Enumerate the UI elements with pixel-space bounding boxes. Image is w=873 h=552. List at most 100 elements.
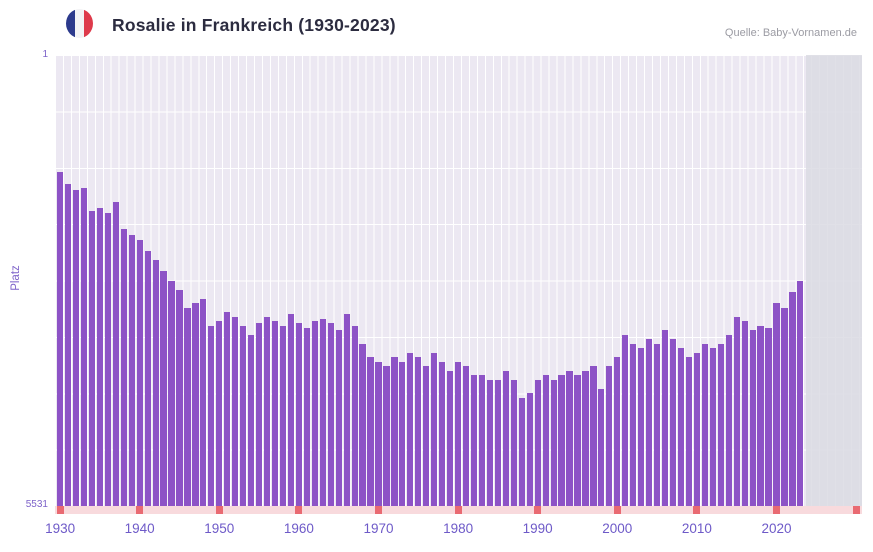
page-title: Rosalie in Frankreich (1930-2023) (112, 15, 396, 35)
bar-1949[interactable] (208, 325, 215, 506)
bar-1947[interactable] (192, 303, 199, 506)
bar-1967[interactable] (351, 325, 358, 506)
y-axis-tick-bottom: 5531 (25, 499, 48, 510)
bar-1983[interactable] (478, 375, 486, 506)
bar-1969[interactable] (367, 357, 374, 506)
bar-1968[interactable] (359, 343, 366, 506)
bar-1995[interactable] (574, 375, 581, 506)
bar-1964[interactable] (327, 323, 334, 506)
bar-1966[interactable] (343, 314, 350, 506)
bar-1935[interactable] (96, 208, 103, 506)
bar-1956[interactable] (263, 316, 271, 506)
bar-1934[interactable] (88, 210, 96, 506)
source-credit-link[interactable]: Quelle: Baby-Vornamen.de (724, 27, 857, 39)
bar-1970[interactable] (375, 361, 382, 506)
bar-2008[interactable] (677, 348, 685, 506)
bar-2010[interactable] (693, 352, 700, 506)
bar-1962[interactable] (311, 321, 318, 506)
bar-1997[interactable] (590, 366, 597, 506)
bar-1998[interactable] (598, 388, 605, 506)
bar-1960[interactable] (295, 323, 302, 506)
bar-1991[interactable] (542, 375, 549, 506)
bar-1963[interactable] (319, 318, 326, 506)
bar-1959[interactable] (287, 314, 295, 506)
bar-1941[interactable] (144, 251, 151, 506)
bar-2020[interactable] (773, 303, 780, 506)
bar-1993[interactable] (558, 375, 565, 506)
bar-2021[interactable] (781, 307, 788, 506)
bar-1948[interactable] (200, 298, 207, 506)
bar-2013[interactable] (717, 343, 724, 506)
bar-1933[interactable] (80, 188, 88, 506)
bar-1965[interactable] (335, 330, 342, 506)
bar-2012[interactable] (709, 348, 716, 506)
bar-2017[interactable] (749, 330, 756, 506)
bar-1958[interactable] (279, 325, 287, 506)
bar-1930[interactable] (57, 172, 64, 506)
bar-2005[interactable] (654, 343, 661, 506)
bar-1982[interactable] (470, 375, 478, 506)
bar-2018[interactable] (757, 325, 764, 506)
x-axis-tick-1930 (56, 506, 64, 514)
bar-1975[interactable] (415, 357, 422, 506)
bar-1985[interactable] (494, 379, 501, 506)
bar-1936[interactable] (104, 212, 111, 506)
bar-1938[interactable] (120, 228, 127, 506)
bar-1972[interactable] (391, 357, 398, 506)
bar-2015[interactable] (733, 316, 740, 506)
bar-1957[interactable] (271, 321, 279, 506)
bar-1946[interactable] (184, 307, 191, 506)
bar-1942[interactable] (152, 260, 159, 506)
bar-2016[interactable] (741, 321, 748, 506)
bar-1981[interactable] (462, 366, 470, 506)
bar-1944[interactable] (168, 280, 175, 506)
bar-1937[interactable] (112, 201, 119, 506)
bar-1931[interactable] (64, 183, 72, 506)
bar-1989[interactable] (526, 393, 533, 506)
bar-1953[interactable] (240, 325, 247, 506)
bar-2002[interactable] (630, 343, 637, 506)
bar-1996[interactable] (582, 370, 589, 506)
bar-1973[interactable] (399, 361, 406, 506)
x-axis-tick-1980 (454, 506, 462, 514)
bar-1999[interactable] (606, 366, 613, 506)
bar-1951[interactable] (224, 312, 231, 506)
bar-1976[interactable] (423, 366, 430, 506)
bar-2004[interactable] (646, 339, 653, 506)
bar-1988[interactable] (518, 397, 525, 506)
bar-1994[interactable] (566, 370, 573, 506)
bar-1943[interactable] (160, 271, 167, 506)
bar-1961[interactable] (303, 327, 310, 506)
bar-1984[interactable] (486, 379, 494, 506)
bar-2019[interactable] (765, 327, 772, 506)
y-axis-title: Platz (10, 265, 22, 291)
bar-2009[interactable] (685, 357, 693, 506)
bar-1940[interactable] (136, 239, 143, 506)
bar-1992[interactable] (550, 379, 557, 506)
bar-1950[interactable] (216, 321, 223, 506)
bar-2001[interactable] (622, 334, 629, 506)
bar-2007[interactable] (669, 339, 677, 506)
bar-1954[interactable] (248, 334, 255, 506)
bar-1980[interactable] (455, 361, 462, 506)
bar-2023[interactable] (797, 280, 804, 506)
bar-2000[interactable] (614, 357, 621, 506)
bar-1990[interactable] (534, 379, 541, 506)
bar-1977[interactable] (431, 352, 438, 506)
bar-1987[interactable] (510, 379, 517, 506)
bar-1955[interactable] (256, 323, 263, 506)
bar-1945[interactable] (176, 289, 183, 506)
bar-2022[interactable] (789, 291, 796, 506)
bar-1971[interactable] (383, 366, 390, 506)
bar-1952[interactable] (232, 316, 239, 506)
bar-1986[interactable] (502, 370, 509, 506)
bar-1979[interactable] (447, 370, 454, 506)
bar-1974[interactable] (407, 352, 414, 506)
bar-1978[interactable] (439, 361, 446, 506)
bar-1932[interactable] (72, 190, 80, 506)
bar-2006[interactable] (661, 330, 669, 506)
bar-2003[interactable] (638, 348, 645, 506)
bar-2014[interactable] (725, 334, 732, 506)
bar-1939[interactable] (128, 235, 135, 506)
bar-2011[interactable] (701, 343, 708, 506)
